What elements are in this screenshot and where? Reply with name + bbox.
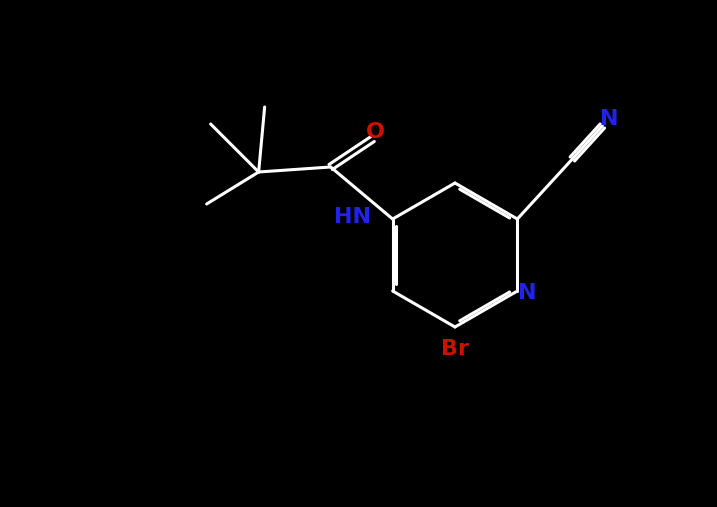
Text: O: O — [366, 122, 385, 142]
Text: N: N — [518, 283, 536, 303]
Text: N: N — [600, 109, 619, 129]
Text: HN: HN — [333, 207, 371, 227]
Text: Br: Br — [441, 339, 469, 359]
